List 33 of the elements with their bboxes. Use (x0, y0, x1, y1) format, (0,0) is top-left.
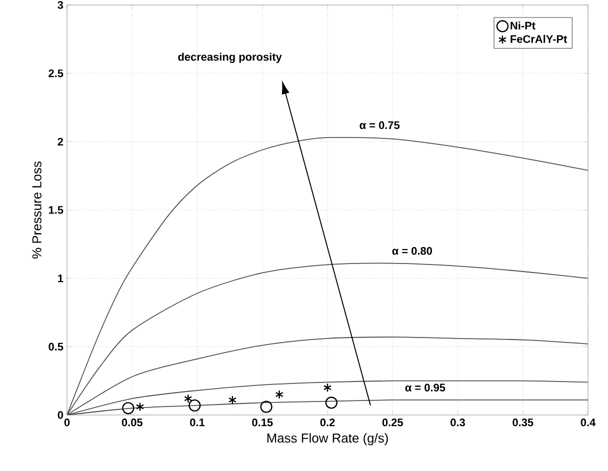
x-tick-label: 0.1 (190, 418, 205, 426)
point (188, 399, 201, 412)
y-tick-label: 2 (58, 138, 64, 146)
x-tick-label: 0.05 (122, 418, 142, 426)
point (184, 394, 192, 404)
y-tick-label: 0.5 (48, 342, 64, 351)
y-tick-label: 1 (58, 274, 64, 282)
annotation: α = 0.75 (360, 121, 400, 130)
x-tick-label: 0.4 (580, 418, 596, 426)
x-axis-title: Mass Flow Rate (g/s) (267, 433, 388, 446)
point (275, 390, 284, 400)
y-tick-label: 1.5 (48, 206, 64, 214)
point (323, 383, 332, 392)
legend-label: Ni-Pt (510, 21, 536, 30)
point (325, 396, 338, 409)
annotation: α = 0.95 (405, 384, 446, 392)
y-tick-label: 0 (58, 411, 64, 419)
point (122, 402, 134, 414)
legend-label: FeCrAlY-Pt (510, 34, 568, 43)
annotation: decreasing porosity (178, 52, 282, 63)
x-tick-label: 0.15 (252, 418, 273, 426)
point (136, 402, 144, 412)
y-axis-title: % Pressure Loss (32, 162, 42, 258)
x-tick-label: 0.3 (450, 418, 465, 426)
point (228, 395, 236, 405)
x-tick-label: 0 (64, 418, 70, 426)
y-tick-label: 2.5 (48, 69, 64, 78)
annotation: α = 0.80 (392, 247, 432, 255)
x-tick-label: 0.25 (382, 418, 403, 426)
point (260, 400, 272, 413)
x-tick-label: 0.35 (512, 418, 534, 426)
x-tick-label: 0.2 (320, 418, 335, 426)
y-tick-label: 3 (58, 1, 64, 9)
